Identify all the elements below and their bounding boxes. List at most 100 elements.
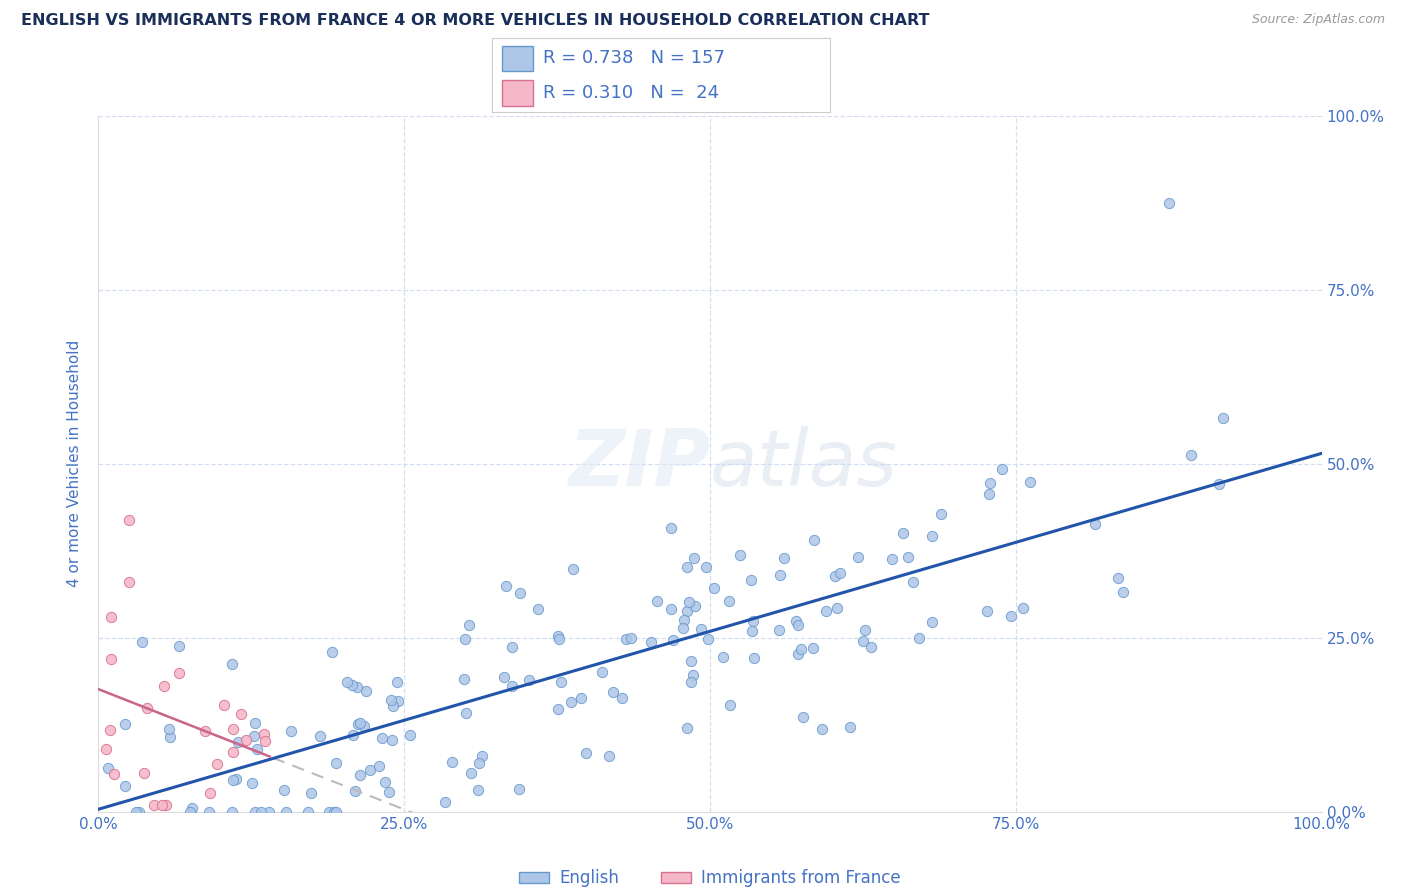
Point	[678, 595, 700, 609]
Point	[225, 772, 247, 786]
Point	[676, 604, 699, 618]
Point	[614, 632, 637, 646]
Point	[921, 615, 943, 629]
Text: R = 0.738   N = 157: R = 0.738 N = 157	[543, 49, 724, 67]
Point	[100, 610, 122, 624]
Point	[562, 562, 585, 576]
Point	[839, 720, 862, 734]
Point	[679, 674, 702, 689]
Point	[125, 805, 148, 819]
Point	[194, 723, 217, 738]
Point	[495, 579, 517, 593]
Point	[274, 805, 297, 819]
Point	[467, 783, 489, 797]
Point	[240, 776, 263, 790]
Text: atlas: atlas	[710, 425, 898, 502]
Point	[1208, 476, 1230, 491]
Point	[509, 586, 531, 600]
Point	[159, 730, 181, 744]
Point	[321, 645, 343, 659]
Text: ENGLISH VS IMMIGRANTS FROM FRANCE 4 OR MORE VEHICLES IN HOUSEHOLD CORRELATION CH: ENGLISH VS IMMIGRANTS FROM FRANCE 4 OR M…	[21, 13, 929, 29]
Point	[280, 723, 302, 738]
Point	[792, 710, 814, 724]
Point	[773, 551, 796, 566]
Point	[434, 795, 457, 809]
Point	[381, 699, 404, 714]
Point	[1107, 571, 1129, 585]
Point	[118, 575, 141, 590]
Point	[1212, 411, 1234, 425]
Point	[612, 691, 634, 706]
Point	[598, 749, 620, 764]
Point	[825, 600, 848, 615]
Point	[212, 698, 235, 712]
Point	[354, 684, 377, 698]
Point	[676, 560, 699, 574]
Point	[830, 566, 852, 581]
Point	[575, 746, 598, 760]
Point	[347, 717, 370, 731]
Point	[142, 797, 165, 812]
Point	[97, 760, 120, 774]
Point	[679, 654, 702, 668]
Point	[368, 759, 391, 773]
Point	[114, 779, 136, 793]
Point	[374, 775, 396, 789]
Point	[619, 631, 641, 645]
Point	[508, 782, 530, 797]
Point	[787, 647, 810, 661]
Point	[229, 706, 252, 721]
Point	[907, 631, 929, 645]
Point	[859, 640, 882, 654]
Point	[697, 632, 720, 646]
Point	[250, 805, 273, 819]
Point	[169, 666, 191, 681]
Point	[380, 693, 402, 707]
Point	[683, 599, 706, 614]
Point	[815, 604, 838, 618]
Point	[460, 765, 482, 780]
Point	[672, 621, 695, 635]
Point	[243, 715, 266, 730]
Point	[711, 650, 734, 665]
Point	[990, 462, 1012, 476]
Point	[682, 551, 704, 566]
Point	[309, 729, 332, 743]
Point	[387, 694, 409, 708]
Point	[591, 665, 613, 680]
Point	[152, 679, 174, 693]
Point	[673, 613, 696, 627]
Point	[343, 784, 366, 798]
Point	[880, 552, 903, 566]
Point	[929, 508, 952, 522]
Point	[718, 698, 741, 712]
Point	[501, 640, 523, 655]
Point	[453, 672, 475, 686]
Point	[853, 623, 876, 637]
Point	[131, 635, 153, 649]
Point	[741, 624, 763, 638]
Point	[179, 805, 201, 819]
Point	[471, 749, 494, 764]
Point	[318, 805, 340, 819]
Text: R = 0.310   N =  24: R = 0.310 N = 24	[543, 84, 718, 103]
Point	[695, 559, 717, 574]
Point	[602, 685, 624, 699]
Point	[569, 691, 592, 706]
Point	[440, 755, 463, 769]
Point	[921, 529, 943, 543]
Point	[98, 723, 121, 738]
Point	[517, 673, 540, 687]
Point	[259, 805, 281, 819]
Point	[387, 675, 409, 690]
Point	[381, 732, 404, 747]
Point	[977, 486, 1000, 500]
Point	[222, 772, 245, 787]
Point	[132, 766, 155, 780]
Point	[349, 716, 371, 731]
Point	[897, 549, 920, 564]
Point	[645, 593, 668, 607]
Point	[118, 512, 141, 526]
Point	[246, 742, 269, 756]
Point	[200, 786, 222, 800]
